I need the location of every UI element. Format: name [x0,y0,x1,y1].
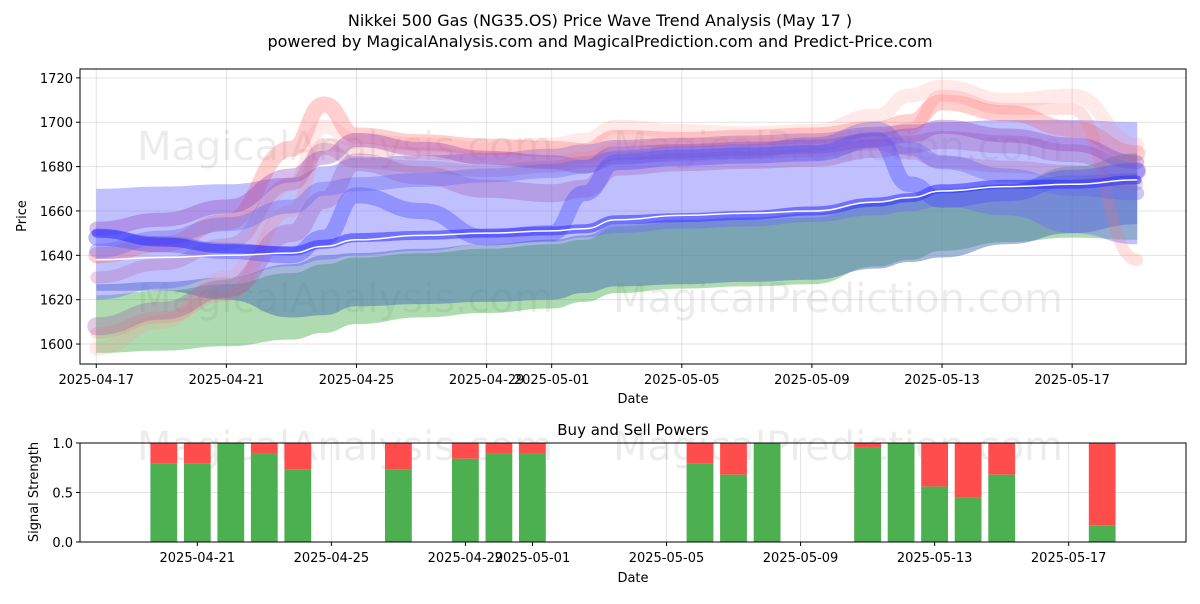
price-xtick-label-6: 2025-05-09 [774,373,850,388]
price-xtick-label-7: 2025-05-13 [904,373,980,388]
sell-bar-8 [519,443,546,454]
price-ytick-label-1: 1620 [40,294,73,309]
price-ytick-label-6: 1720 [40,72,73,87]
buy-bar-7 [485,453,513,542]
blue-wave-2 [89,121,1145,258]
buy-sell-title: Buy and Sell Powers [557,421,709,439]
price-xtick-label-8: 2025-05-17 [1034,373,1110,388]
price-wave-plot: MagicalAnalysis.com MagicalPrediction.co… [15,68,1187,407]
purple-wave-1 [89,119,1145,236]
chart-title-line2: powered by MagicalAnalysis.com and Magic… [267,32,932,51]
buy-bar-2 [217,443,245,542]
signal-xtick-label-0: 2025-04-21 [160,551,236,566]
buy-bar-9 [686,463,714,542]
sell-bar-4 [284,443,312,470]
signal-xtick-label-4: 2025-05-05 [629,551,705,566]
price-x-axis-label: Date [617,392,648,407]
buy-bar-11 [753,443,781,542]
buy-bar-5 [385,469,412,542]
red-wave-1 [88,94,1146,264]
buy-bar-17 [1088,525,1116,542]
price-ytick-label-3: 1660 [40,205,73,220]
price-ytick-label-2: 1640 [40,249,73,264]
price-ytick-label-0: 1600 [40,338,73,353]
sell-bar-3 [250,443,278,454]
sell-bar-12 [854,443,881,448]
red-wave-3 [89,79,1145,356]
price-plot-frame [79,68,1187,365]
price-xtick-label-3: 2025-04-29 [449,373,525,388]
purple-wave-3 [90,138,1144,284]
signal-xtick-label-7: 2025-05-17 [1031,551,1107,566]
chart-title-line1: Nikkei 500 Gas (NG35.OS) Price Wave Tren… [348,11,852,30]
signal-xtick-label-6: 2025-05-13 [897,551,973,566]
sell-bar-0 [150,443,178,464]
signal-ytick-label-1: 0.5 [52,487,73,502]
price-axis-ticks: 1600 1620 1640 1660 1680 1700 1720 2025-04-17 20… [40,72,1110,388]
buy-bar-8 [519,453,546,542]
price-xtick-label-4: 2025-05-01 [514,373,590,388]
sell-bar-9 [686,443,714,464]
sell-bar-15 [954,443,982,498]
signal-ytick-label-2: 1.0 [52,437,73,452]
signal-xtick-label-5: 2025-05-09 [763,551,839,566]
blue-wide-band [96,120,1138,300]
sell-bar-6 [452,443,479,459]
buy-sell-x-axis-label: Date [617,571,648,586]
buy-bar-13 [887,443,915,542]
signal-xtick-label-1: 2025-04-25 [294,551,370,566]
sell-bar-5 [385,443,412,470]
red-wave-2 [90,89,1144,339]
buy-bar-12 [854,447,881,542]
purple-wave-2 [87,131,1147,336]
buy-bar-16 [988,474,1016,542]
buy-sell-plot: Buy and Sell Powers MagicalAnalysis.com … [27,421,1187,586]
sell-bar-7 [485,443,513,454]
signal-xtick-label-2: 2025-04-29 [428,551,504,566]
price-xtick-label-0: 2025-04-17 [58,373,134,388]
median-line [96,179,1138,261]
sell-bar-1 [183,443,211,464]
buy-bar-3 [250,453,278,542]
price-ytick-label-4: 1680 [40,161,73,176]
signal-xtick-label-3: 2025-05-01 [495,551,571,566]
buy-bar-10 [720,474,747,542]
buy-sell-y-axis-label: Signal Strength [27,442,42,542]
steelblue-band [96,173,1138,318]
buy-bar-15 [954,497,982,542]
sell-bar-16 [988,443,1016,475]
sell-bar-14 [921,443,948,487]
watermark-analysis-top: MagicalAnalysis.com [137,124,553,170]
buy-sell-bars [150,443,1116,542]
buy-bar-14 [921,486,948,542]
sell-bar-10 [720,443,747,475]
price-xtick-label-5: 2025-05-05 [644,373,720,388]
buy-bar-4 [284,469,312,542]
price-ytick-label-5: 1700 [40,116,73,131]
price-xtick-label-1: 2025-04-21 [189,373,265,388]
buy-bar-1 [183,463,211,542]
price-xtick-label-2: 2025-04-25 [319,373,395,388]
price-series [87,79,1147,356]
sell-bar-17 [1088,443,1116,526]
buy-bar-0 [150,463,178,542]
buy-bar-6 [452,458,479,542]
watermark-prediction-top: MagicalPrediction.com [613,124,1063,170]
signal-ytick-label-0: 0.0 [52,536,73,551]
price-y-axis-label: Price [15,200,30,232]
